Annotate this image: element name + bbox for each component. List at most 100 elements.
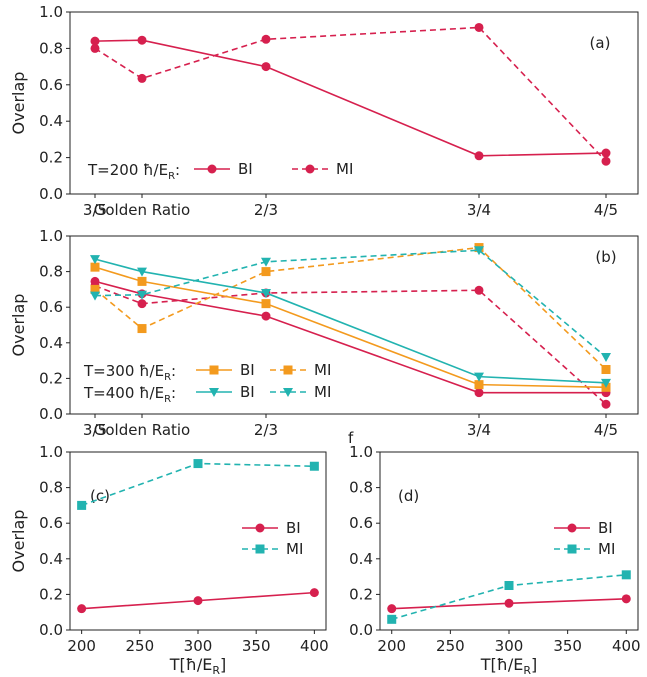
y-tick-label: 0.8 — [39, 479, 63, 497]
data-point — [474, 151, 484, 161]
panel-tag: (b) — [595, 248, 616, 266]
legend-marker — [567, 523, 577, 533]
data-point — [137, 73, 147, 83]
data-point — [621, 570, 631, 580]
legend-label: BI — [286, 519, 301, 537]
x-tick-label: 250 — [125, 637, 154, 655]
data-point — [387, 614, 397, 624]
y-tick-label: 0.2 — [39, 149, 63, 167]
y-tick-label: 1.0 — [39, 443, 63, 461]
data-point — [474, 380, 484, 390]
data-point — [309, 461, 319, 471]
plot-frame — [69, 235, 639, 415]
y-tick-label: 0.0 — [349, 621, 373, 639]
data-point — [261, 34, 271, 44]
legend-bi: BI — [194, 160, 253, 178]
y-tick-label: 1.0 — [39, 3, 63, 21]
x-tick-label: 400 — [300, 637, 329, 655]
y-tick-label: 1.0 — [39, 227, 63, 245]
data-point — [137, 290, 147, 300]
data-point — [137, 324, 147, 334]
x-tick-label: 350 — [553, 637, 582, 655]
y-tick-label: 0.6 — [39, 514, 63, 532]
y-tick-label: 0.8 — [39, 263, 63, 281]
x-tick-label: 3/5 — [83, 201, 107, 219]
y-tick-label: 0.4 — [39, 550, 63, 568]
y-tick-label: 0.2 — [39, 585, 63, 603]
x-tick-label: 300 — [495, 637, 524, 655]
legend-label: MI — [336, 160, 353, 178]
data-point — [90, 255, 100, 265]
data-point — [90, 262, 100, 272]
x-tick-label: 4/5 — [594, 201, 618, 219]
data-point — [261, 267, 271, 277]
y-tick-label: 0.4 — [39, 112, 63, 130]
series-mi-1 — [387, 570, 631, 624]
panel-tag: (a) — [590, 34, 611, 52]
legend-label: MI — [314, 361, 331, 379]
legend-marker — [255, 523, 265, 533]
x-tick-label: 3/5 — [83, 421, 107, 439]
panel-c: 0.0 0.2 0.4 0.6 0.8 1.0 200 250 300 350 400 Overlap… — [9, 443, 329, 677]
data-point — [474, 388, 484, 398]
data-point — [261, 288, 271, 298]
legend-label: MI — [314, 383, 331, 401]
x-tick-label: 3/4 — [467, 201, 491, 219]
legend-marker — [255, 544, 265, 554]
data-point — [601, 148, 611, 158]
legend-bi: BI — [554, 519, 613, 537]
data-point — [261, 311, 271, 321]
legend-prefix: T=300 ħ/ER: — [83, 362, 176, 383]
data-point — [77, 604, 87, 614]
legend-label: BI — [240, 383, 255, 401]
y-tick-label: 0.6 — [349, 514, 373, 532]
series-line — [94, 249, 607, 358]
data-point — [504, 581, 514, 590]
series-bi-0 — [77, 588, 319, 614]
legend-bi: BI — [242, 519, 301, 537]
y-tick-label: 0.8 — [349, 479, 373, 497]
series-line — [81, 462, 315, 507]
y-tick-label: 0.2 — [349, 585, 373, 603]
data-point — [137, 299, 147, 309]
plot-frame — [69, 11, 639, 195]
series-bi-4 — [90, 255, 611, 388]
data-point — [601, 156, 611, 166]
x-axis-label: T[ħ/ER] — [480, 655, 538, 677]
y-tick-label: 0.8 — [39, 39, 63, 57]
y-tick-label: 0.0 — [39, 405, 63, 423]
legend-label: BI — [598, 519, 613, 537]
data-point — [90, 291, 100, 301]
x-axis-label: T[ħ/ER] — [169, 655, 227, 677]
x-tick-label: 300 — [184, 637, 213, 655]
x-tick-label: Golden Ratio — [94, 421, 191, 439]
data-point — [309, 588, 319, 598]
data-point — [77, 500, 87, 510]
panel-tag: (c) — [90, 487, 110, 505]
x-tick-label: 200 — [377, 637, 406, 655]
legend-mi: MI — [270, 361, 331, 379]
series-mi-1 — [90, 22, 611, 166]
data-point — [90, 284, 100, 294]
y-tick-label: 0.0 — [39, 185, 63, 203]
stray-label: f — [348, 429, 354, 447]
legend-marker — [209, 365, 219, 375]
y-tick-label: 0.4 — [39, 334, 63, 352]
series-mi-5 — [90, 246, 611, 363]
data-point — [261, 62, 271, 72]
data-point — [474, 285, 484, 295]
series-bi-0 — [387, 594, 631, 614]
y-tick-label: 0.6 — [39, 298, 63, 316]
y-axis-label: Overlap — [9, 510, 28, 573]
x-tick-label: 400 — [612, 637, 641, 655]
data-point — [601, 399, 611, 409]
data-point — [387, 604, 397, 614]
x-tick-label: 250 — [436, 637, 465, 655]
series-line — [94, 39, 607, 157]
x-tick-label: 4/5 — [594, 421, 618, 439]
legend-label: MI — [598, 540, 615, 558]
legend-bi: BI — [196, 361, 255, 379]
data-point — [601, 378, 611, 388]
legend-mi: MI — [242, 540, 303, 558]
data-point — [137, 267, 147, 277]
